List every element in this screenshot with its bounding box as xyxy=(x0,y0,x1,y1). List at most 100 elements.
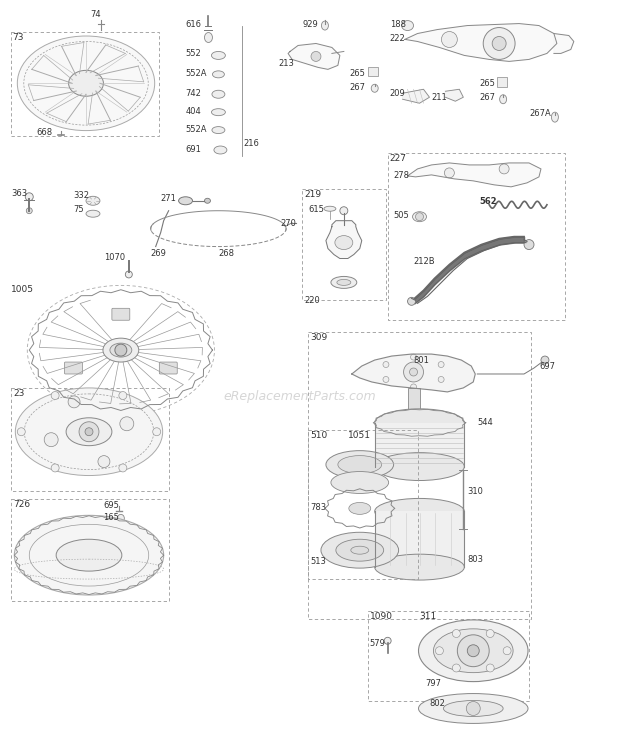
Ellipse shape xyxy=(374,554,464,580)
Text: 668: 668 xyxy=(36,128,52,137)
Bar xyxy=(374,511,464,567)
Ellipse shape xyxy=(500,94,507,103)
Text: 74: 74 xyxy=(90,10,100,19)
Circle shape xyxy=(458,635,489,667)
Bar xyxy=(302,189,386,301)
Text: 267: 267 xyxy=(350,83,366,92)
Text: 695: 695 xyxy=(103,501,119,510)
Circle shape xyxy=(486,629,494,638)
Ellipse shape xyxy=(433,629,513,673)
Text: 1070: 1070 xyxy=(104,252,125,262)
Text: 797: 797 xyxy=(425,679,441,687)
Circle shape xyxy=(125,271,132,278)
Text: 1005: 1005 xyxy=(11,286,34,295)
Circle shape xyxy=(466,702,480,716)
Polygon shape xyxy=(326,221,361,258)
Circle shape xyxy=(499,164,509,174)
Circle shape xyxy=(384,638,391,644)
Text: 803: 803 xyxy=(467,555,484,564)
Circle shape xyxy=(51,464,59,472)
Text: 267A: 267A xyxy=(529,109,551,118)
Text: 309: 309 xyxy=(310,333,327,342)
Polygon shape xyxy=(352,354,476,392)
Circle shape xyxy=(120,417,134,431)
Polygon shape xyxy=(405,24,557,62)
Bar xyxy=(368,68,378,77)
FancyBboxPatch shape xyxy=(64,362,82,374)
Ellipse shape xyxy=(418,620,528,682)
Ellipse shape xyxy=(324,206,336,211)
Bar xyxy=(308,430,417,579)
Text: 268: 268 xyxy=(218,248,234,257)
Text: 616: 616 xyxy=(185,19,202,28)
Circle shape xyxy=(453,664,460,672)
Circle shape xyxy=(383,376,389,382)
Bar xyxy=(11,499,169,601)
Ellipse shape xyxy=(402,21,414,31)
Circle shape xyxy=(119,391,127,400)
Circle shape xyxy=(483,28,515,60)
Polygon shape xyxy=(554,33,574,54)
Polygon shape xyxy=(288,43,340,69)
Text: 75: 75 xyxy=(73,205,84,214)
Text: 505: 505 xyxy=(394,211,409,219)
Ellipse shape xyxy=(326,451,394,478)
Bar xyxy=(497,77,507,87)
Text: 552: 552 xyxy=(185,49,202,59)
Ellipse shape xyxy=(321,21,329,30)
Circle shape xyxy=(51,391,59,400)
Circle shape xyxy=(119,464,127,472)
FancyBboxPatch shape xyxy=(112,308,130,320)
Text: 332: 332 xyxy=(73,190,89,200)
Ellipse shape xyxy=(551,112,559,122)
Text: 691: 691 xyxy=(185,145,202,154)
Text: 513: 513 xyxy=(310,557,326,566)
Text: 267: 267 xyxy=(479,93,495,102)
Circle shape xyxy=(98,455,110,467)
Text: 1051: 1051 xyxy=(348,431,371,440)
Circle shape xyxy=(503,647,511,655)
Circle shape xyxy=(438,376,444,382)
Circle shape xyxy=(311,51,321,62)
Text: 1090: 1090 xyxy=(370,612,392,621)
Ellipse shape xyxy=(117,514,125,522)
Text: 363: 363 xyxy=(11,189,27,198)
Text: 278: 278 xyxy=(394,171,410,180)
Circle shape xyxy=(410,354,417,360)
Ellipse shape xyxy=(331,472,389,493)
Text: 271: 271 xyxy=(161,193,177,203)
Ellipse shape xyxy=(205,33,213,42)
Circle shape xyxy=(441,31,458,48)
Circle shape xyxy=(410,384,417,390)
Circle shape xyxy=(26,208,32,214)
Circle shape xyxy=(445,168,454,178)
Circle shape xyxy=(17,428,25,436)
Ellipse shape xyxy=(349,502,371,514)
Bar xyxy=(11,388,169,492)
Bar xyxy=(388,153,565,320)
Text: 929: 929 xyxy=(302,19,318,28)
Text: 311: 311 xyxy=(420,612,436,621)
Ellipse shape xyxy=(69,71,104,96)
Text: 783: 783 xyxy=(310,504,326,513)
Ellipse shape xyxy=(351,546,369,554)
Text: 802: 802 xyxy=(430,699,445,708)
Bar xyxy=(368,611,529,701)
Ellipse shape xyxy=(335,236,353,249)
Text: 212B: 212B xyxy=(414,257,435,266)
Circle shape xyxy=(407,298,415,305)
Circle shape xyxy=(541,356,549,364)
Ellipse shape xyxy=(211,109,226,115)
Ellipse shape xyxy=(336,539,384,561)
Circle shape xyxy=(383,362,389,368)
Circle shape xyxy=(467,645,479,657)
Circle shape xyxy=(404,362,423,382)
Text: 73: 73 xyxy=(12,33,24,42)
Ellipse shape xyxy=(443,701,503,716)
Circle shape xyxy=(435,647,443,655)
Text: 265: 265 xyxy=(479,80,495,89)
Circle shape xyxy=(453,629,460,638)
Polygon shape xyxy=(407,163,541,187)
Circle shape xyxy=(410,368,417,376)
Text: 615: 615 xyxy=(308,205,324,214)
